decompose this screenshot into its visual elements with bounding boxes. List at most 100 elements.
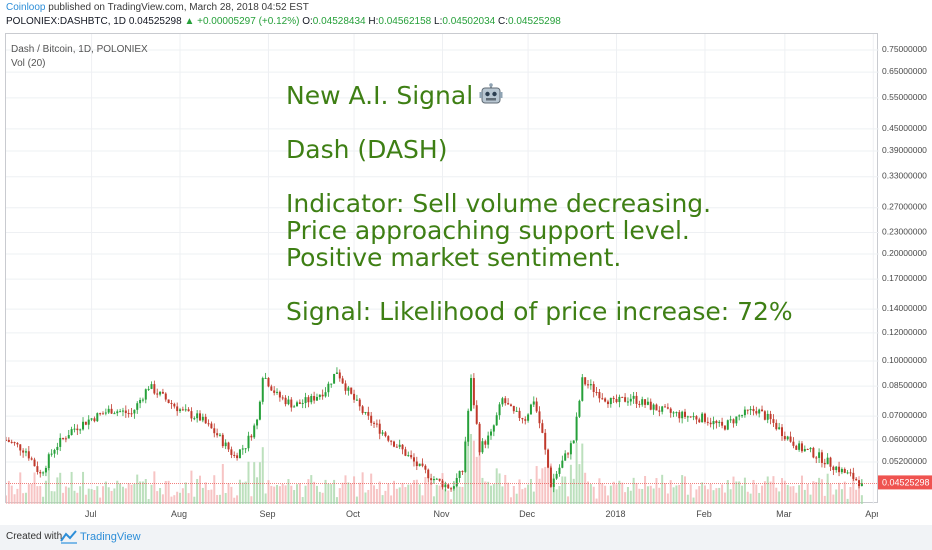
- x-tick-label: Nov: [433, 509, 450, 519]
- candle-body: [22, 450, 25, 453]
- candle-body: [393, 441, 395, 447]
- candle-body: [284, 397, 287, 405]
- signal-annotation: New A.I. Signal Dash (DASH) Indicator: S…: [286, 82, 793, 325]
- volume-bar: [761, 485, 764, 504]
- candle-body: [858, 480, 861, 487]
- candle-body: [90, 418, 93, 420]
- volume-bar: [421, 495, 424, 504]
- candle-body: [589, 384, 592, 386]
- volume-bar: [684, 476, 686, 504]
- candle-body: [749, 409, 752, 411]
- candle-body: [504, 398, 507, 404]
- candle-body: [99, 413, 102, 415]
- volume-bar: [475, 456, 478, 504]
- volume-bar: [244, 481, 247, 504]
- last-price-badge-text: 0.04525298: [882, 477, 930, 487]
- candle-body: [241, 448, 244, 450]
- candle-body: [310, 396, 313, 403]
- candle-body: [218, 434, 221, 436]
- candle-body: [464, 441, 467, 472]
- candle-body: [238, 449, 241, 459]
- volume-bar: [27, 484, 30, 504]
- volume-bar: [39, 485, 42, 504]
- volume-bar: [612, 481, 615, 504]
- candle-body: [407, 455, 410, 457]
- candle-body: [564, 453, 567, 461]
- volume-bar: [90, 489, 93, 504]
- y-tick-label: 0.17000000: [882, 273, 927, 283]
- volume-bar: [10, 485, 13, 504]
- candle-body: [47, 454, 50, 468]
- volume-bar: [216, 494, 219, 504]
- series-title[interactable]: Dash / Bitcoin, 1D, POLONIEX: [11, 44, 148, 55]
- volume-bar: [638, 488, 641, 504]
- volume-bar: [315, 485, 318, 504]
- volume-bar: [455, 483, 458, 504]
- candle-body: [330, 383, 333, 385]
- volume-bar: [689, 484, 692, 504]
- volume-bar: [375, 489, 378, 504]
- volume-bar: [276, 484, 279, 504]
- time-axis[interactable]: Jul Aug Sep Oct Nov Dec 2018 Feb Mar Apr: [5, 503, 878, 525]
- volume-bar: [407, 484, 410, 504]
- candle-body: [695, 416, 698, 420]
- candle-body: [130, 413, 133, 415]
- candle-body: [107, 408, 110, 413]
- volume-bar: [207, 490, 210, 504]
- volume-bar: [236, 495, 239, 504]
- volume-bar: [430, 482, 433, 504]
- volume-bar: [755, 484, 758, 504]
- volume-bar: [458, 486, 461, 504]
- candle-body: [435, 478, 438, 480]
- signal-indicator: Indicator: Sell volume decreasing.: [286, 189, 712, 218]
- volume-bar: [16, 488, 19, 504]
- candle-body: [204, 416, 207, 424]
- candle-body: [30, 458, 33, 460]
- candle-body: [558, 467, 561, 474]
- volume-bar: [858, 476, 861, 504]
- candle-body: [404, 449, 407, 456]
- volume-bar: [726, 480, 729, 504]
- price-axis[interactable]: 0.75000000 0.65000000 0.55000000 0.45000000…: [878, 33, 932, 503]
- candle-body: [598, 392, 601, 399]
- volume-bar: [843, 481, 846, 504]
- tradingview-logo-icon[interactable]: [60, 529, 78, 545]
- candle-body: [655, 404, 658, 411]
- candle-body: [276, 391, 279, 393]
- volume-bar: [490, 485, 492, 504]
- volume-bar: [287, 479, 290, 504]
- volume-bar: [82, 471, 85, 504]
- candle-body: [495, 415, 498, 426]
- candle-body: [686, 416, 689, 418]
- volume-bar: [564, 476, 567, 504]
- volume-bar: [267, 480, 270, 504]
- price-chart[interactable]: [6, 34, 879, 504]
- volume-bar: [350, 483, 353, 504]
- volume-bar: [547, 455, 550, 504]
- candle-body: [247, 435, 250, 449]
- candle-body: [350, 387, 353, 394]
- candle-body: [678, 412, 681, 419]
- volume-bar: [250, 496, 253, 504]
- volume-bar: [507, 482, 510, 504]
- volume-bar: [786, 484, 789, 504]
- volume-bar: [432, 496, 435, 504]
- candle-body: [761, 409, 764, 412]
- chart-area[interactable]: Dash / Bitcoin, 1D, POLONIEX Vol (20): [5, 33, 879, 504]
- volume-bar: [581, 443, 584, 504]
- candle-body: [681, 411, 684, 419]
- x-tick-label: Aug: [171, 509, 187, 519]
- candle-body: [264, 377, 267, 379]
- volume-bar: [632, 477, 635, 504]
- author-link[interactable]: Coinloop: [6, 2, 46, 13]
- tradingview-link[interactable]: TradingView: [80, 531, 141, 543]
- candle-body: [224, 442, 227, 447]
- candle-body: [179, 409, 182, 412]
- volume-bar: [364, 492, 367, 504]
- volume-bar: [535, 466, 538, 504]
- candle-body: [59, 437, 62, 447]
- volume-bar: [544, 466, 547, 504]
- volume-bar: [792, 486, 795, 504]
- volume-indicator[interactable]: Vol (20): [11, 58, 46, 69]
- volume-bar: [652, 488, 655, 504]
